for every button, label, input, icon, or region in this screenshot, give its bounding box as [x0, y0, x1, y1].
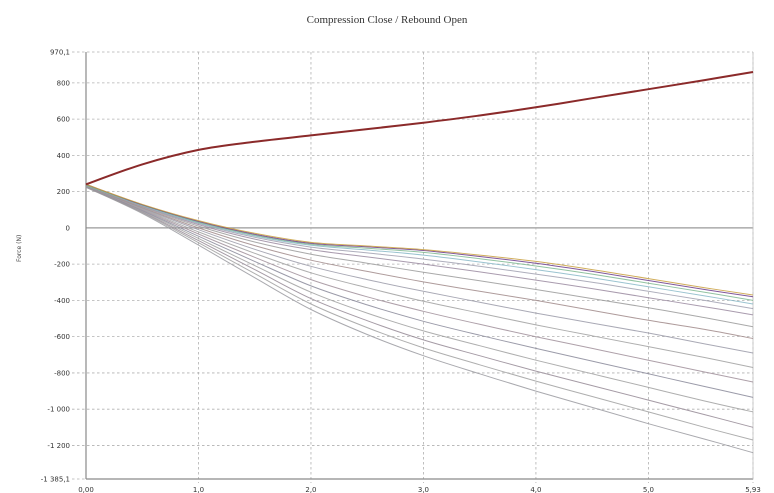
- y-tick-label: 970,1: [50, 49, 70, 57]
- series-line-rebound-13: [85, 186, 754, 413]
- y-tick-label: -1 000: [47, 406, 70, 414]
- x-tick-label: 2,0: [305, 486, 316, 493]
- series-line-rebound-5: [85, 184, 754, 310]
- x-tick-label: 4,0: [530, 486, 541, 493]
- series-line-rebound-6: [85, 184, 754, 316]
- y-tick-labels: 970,1 800 600 400 200 0 -200 -400 -600 -800 -1 000…: [41, 49, 70, 484]
- series-line-rebound-10: [85, 185, 754, 368]
- series-line-rebound-11: [85, 186, 754, 383]
- y-tick-label: -200: [54, 261, 70, 269]
- y-tick-label: 600: [57, 116, 70, 124]
- y-tick-label: -400: [54, 297, 70, 305]
- x-tick-label: 0,00: [78, 486, 94, 493]
- series-line-rebound-14: [85, 186, 754, 428]
- grid-lines: [72, 51, 754, 483]
- y-tick-label: -1 385,1: [41, 476, 70, 484]
- series-line-rebound-1: [85, 183, 754, 296]
- series-line-rebound-3: [85, 184, 754, 301]
- data-series: [85, 71, 754, 454]
- x-tick-label: 5,0: [643, 486, 654, 493]
- x-tick-label: 5,93: [745, 486, 761, 493]
- series-line-compression: [85, 71, 754, 186]
- y-tick-label: -800: [54, 369, 70, 377]
- axes: [85, 52, 754, 480]
- y-tick-label: 800: [57, 79, 70, 87]
- y-tick-label: 0: [66, 224, 70, 232]
- y-tick-label: 200: [57, 188, 70, 196]
- x-tick-labels: 0,00 1,0 2,0 3,0 4,0 5,0 5,93: [78, 486, 761, 493]
- series-line-rebound-8: [85, 185, 754, 339]
- series-line-rebound-2: [85, 183, 754, 298]
- y-tick-label: 400: [57, 152, 70, 160]
- series-line-rebound-9: [85, 185, 754, 354]
- series-line-rebound-12: [85, 186, 754, 398]
- x-tick-label: 1,0: [193, 486, 204, 493]
- series-line-rebound-15: [85, 186, 754, 441]
- y-tick-label: -600: [54, 333, 70, 341]
- chart-title: Compression Close / Rebound Open: [306, 14, 468, 26]
- y-tick-label: -1 200: [47, 442, 70, 450]
- series-line-rebound-4: [85, 184, 754, 305]
- x-tick-label: 3,0: [418, 486, 429, 493]
- series-line-rebound-7: [85, 185, 754, 328]
- series-line-rebound-16: [85, 186, 754, 454]
